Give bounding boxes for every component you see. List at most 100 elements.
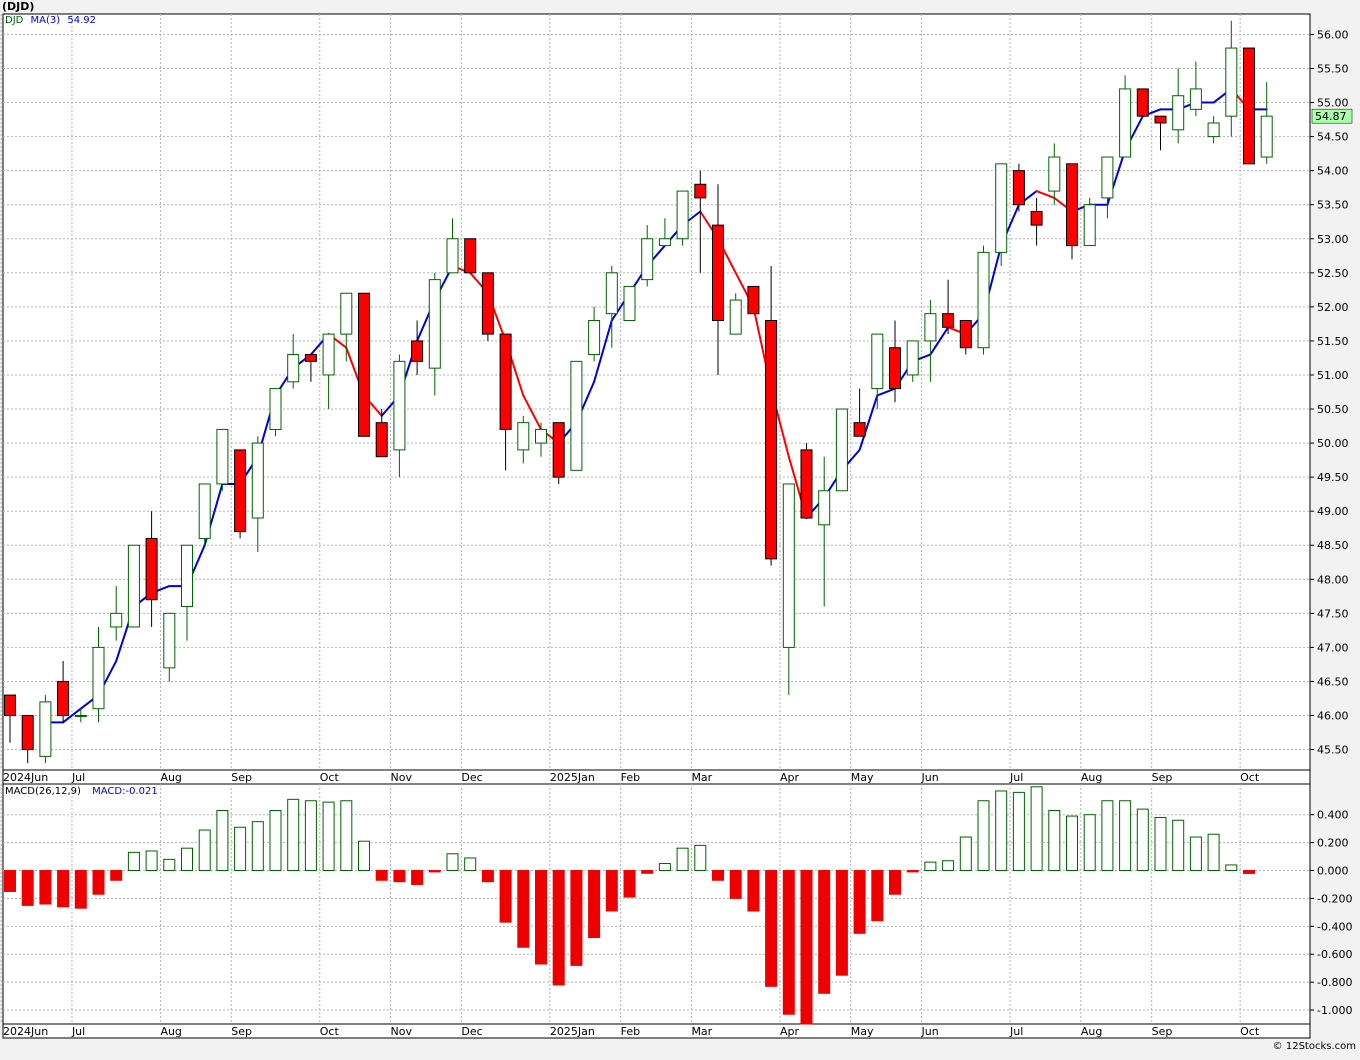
candle-down [57,680,70,717]
macd-bar-positive [287,798,300,872]
macd-bar-positive [1207,833,1220,872]
macd-date-label: Jun [921,1025,939,1038]
macd-bar-negative [481,870,494,883]
candle-down [942,313,955,328]
candle-up [127,544,140,628]
candle-up [269,388,282,430]
macd-bar-negative [570,870,583,966]
chart-title: (DJD) [2,0,35,13]
candle-up [1119,88,1132,158]
macd-ytick-label: 0.200 [1317,837,1349,850]
candle-down [765,319,778,560]
candle-up [181,544,193,608]
macd-bar-negative [712,870,724,881]
candle-down [499,333,512,430]
macd-ytick-label: -0.200 [1317,892,1352,905]
candle-up [216,428,229,485]
candle-up [1225,47,1238,117]
macd-date-label: Aug [1081,1025,1102,1038]
macd-bar-positive [1119,800,1132,872]
candle-down [800,449,813,519]
legend-ma: MA(3) [30,15,61,26]
price-date-label: Oct [1240,771,1260,784]
macd-bar-positive [977,800,990,872]
price-date-label: 2025Jan [550,771,595,784]
candle-up [623,285,636,321]
macd-date-label: Jul [71,1025,85,1038]
macd-bar-positive [358,840,370,872]
price-ytick-label: 45.50 [1317,744,1349,757]
price-panel [2,13,1311,771]
candle-up [322,333,335,376]
price-ytick-label: 52.00 [1317,301,1349,314]
macd-bar-positive [942,860,955,872]
price-date-label: 2024Jun [3,771,48,784]
macd-bar-negative [605,870,618,912]
price-ytick-label: 47.50 [1317,607,1349,620]
macd-bar-negative [375,870,388,881]
candle-up [287,354,300,383]
candle-up [446,238,459,274]
candle-up [428,279,441,369]
macd-date-label: Nov [391,1025,413,1038]
candle-down [358,292,370,437]
macd-bar-positive [446,853,459,872]
macd-bar-positive [1083,814,1096,872]
price-ytick-label: 55.50 [1317,62,1349,75]
macd-ytick-label: 0.000 [1317,865,1349,878]
macd-bar-negative [782,870,795,1015]
price-ytick-label: 56.00 [1317,28,1349,41]
macd-date-label: Sep [231,1025,252,1038]
last-price-badge: 54.87 [1315,110,1347,123]
price-date-label: May [851,771,874,784]
macd-bar-positive [1225,864,1238,872]
price-ytick-label: 49.50 [1317,471,1349,484]
price-legend: DJD MA(3) 54.92 [5,15,96,26]
price-date-label: Aug [1081,771,1102,784]
macd-bar-negative [889,870,901,895]
candle-down [747,285,760,315]
candle-down [1066,163,1078,247]
candle-up [676,190,689,240]
candle-up [535,428,547,444]
macd-bar-positive [1154,816,1167,872]
macd-bar-negative [588,870,601,938]
macd-bar-positive [1101,800,1114,872]
macd-bar-negative [800,870,813,1025]
candle-up [605,272,618,315]
ma3-segment [1035,190,1056,199]
price-ytick-label: 49.00 [1317,505,1349,518]
macd-bar-negative [39,870,52,905]
candle-up [835,408,848,492]
candle-down [1030,211,1043,226]
macd-date-label: Oct [320,1025,340,1038]
macd-bar-negative [623,870,636,898]
candle-up [818,490,831,526]
footer-credit: © 12Stocks.com [1272,1041,1356,1052]
candle-up [658,238,671,247]
candle-down [411,340,424,362]
macd-bar-negative [74,870,87,909]
candle-down [694,183,707,199]
ma3-segment [858,394,879,451]
macd-bar-positive [163,858,176,872]
price-ytick-label: 53.50 [1317,199,1349,212]
macd-bar-positive [694,844,707,872]
price-date-label: Apr [780,771,800,784]
legend-symbol: DJD [5,15,24,26]
macd-bar-positive [464,857,477,872]
candle-up [1260,115,1273,158]
macd-bar-negative [411,870,424,885]
macd-bar-negative [110,870,123,881]
price-ytick-label: 55.00 [1317,97,1349,110]
macd-bar-negative [552,870,565,986]
candle-down [959,319,972,349]
price-ytick-label: 53.00 [1317,233,1349,246]
candle-up [74,715,87,718]
macd-bar-negative [517,870,530,948]
macd-date-label: Oct [1240,1025,1260,1038]
candle-up [163,612,176,669]
macd-legend-value: MACD:-0.021 [92,786,158,797]
